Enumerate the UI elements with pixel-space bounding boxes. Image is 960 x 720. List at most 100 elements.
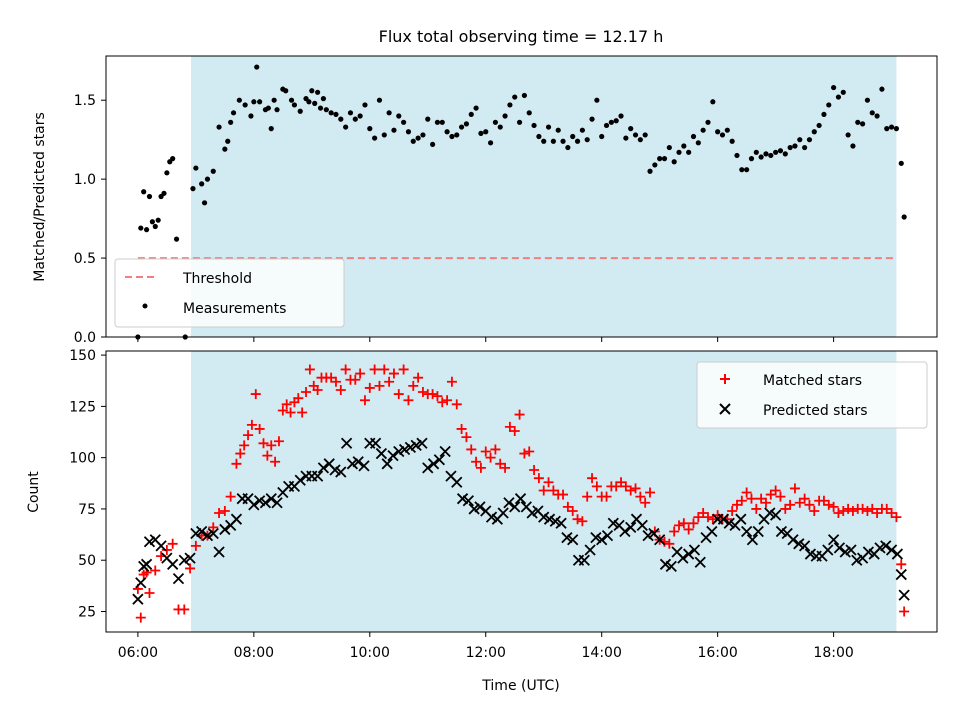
matched-legend-swatch: [720, 374, 730, 384]
matched-star-point: [471, 456, 482, 467]
top-y-axis-ticks: 0.0 0.5 1.0 1.5: [74, 93, 106, 346]
predicted-star-point: [654, 534, 666, 546]
predicted-star-point: [625, 521, 637, 534]
predicted-star-point: [584, 544, 596, 556]
predicted-star-point: [416, 437, 428, 449]
predicted-star-point: [503, 497, 515, 509]
measurement-point: [468, 111, 474, 118]
matched-star-point: [746, 493, 757, 504]
measurement-point: [570, 133, 576, 140]
measurement-point: [306, 99, 312, 105]
predicted-star-point: [184, 552, 196, 564]
bottom-y-tick-label: 125: [69, 399, 96, 415]
measurement-point: [507, 102, 513, 108]
matched-star-point: [485, 452, 496, 463]
measurement-point: [146, 193, 153, 200]
measurement-point: [628, 126, 634, 132]
measurement-point: [143, 227, 150, 233]
matched-star-point: [246, 419, 257, 430]
predicted-legend-swatch: [719, 403, 731, 415]
measurement-point: [724, 127, 730, 133]
matched-star-point: [500, 462, 511, 473]
measurement-point: [637, 137, 643, 143]
predicted-star-point: [895, 568, 907, 581]
predicted-star-point: [619, 525, 631, 538]
predicted-star-point: [677, 552, 689, 564]
measurement-point: [271, 97, 277, 103]
measurement-point: [347, 110, 354, 116]
measurement-point: [315, 89, 321, 95]
predicted-star-point: [140, 558, 153, 570]
matched-star-point: [359, 395, 370, 406]
top-y-tick-label: 1.5: [74, 93, 96, 109]
measurement-point: [821, 111, 827, 118]
matched-star-point: [809, 505, 820, 516]
matched-star-point: [567, 505, 578, 516]
matched-star-point: [258, 438, 269, 449]
predicted-star-point: [375, 447, 388, 460]
matched-star-point: [190, 540, 201, 551]
matched-star-point: [144, 588, 155, 599]
measurement-point: [149, 219, 155, 225]
measurement-point: [879, 86, 885, 92]
measurement-point: [391, 127, 397, 133]
predicted-star-point: [155, 540, 167, 552]
bottom-y-tick-label: 100: [69, 451, 96, 467]
matched-star-point: [669, 526, 680, 537]
measurement-point: [173, 236, 180, 242]
measurement-point: [888, 124, 895, 130]
matched-star-point: [727, 505, 738, 516]
measurement-point: [401, 119, 407, 125]
predicted-star-point: [509, 501, 521, 513]
measurement-point: [874, 113, 880, 119]
predicted-star-point: [514, 493, 527, 505]
measurement-point: [297, 108, 303, 114]
matched-star-point: [480, 446, 491, 457]
measurement-point: [372, 135, 378, 141]
predicted-star-point: [317, 462, 330, 474]
matched-star-point: [262, 450, 273, 461]
matched-star-point: [490, 444, 501, 455]
measurement-point: [579, 127, 585, 133]
measurement-point: [225, 138, 231, 144]
top-x-axis-ticks: [137, 337, 835, 342]
matched-star-point: [838, 505, 849, 516]
measurement-point: [555, 127, 561, 133]
measurement-point: [248, 113, 254, 119]
matched-star-point: [461, 432, 472, 443]
measurement-point: [291, 102, 298, 108]
matched-star-point: [442, 395, 453, 406]
measurement-point: [357, 113, 363, 119]
measurement-point: [618, 113, 624, 119]
measurement-point: [671, 159, 677, 165]
measurement-point: [850, 143, 856, 149]
measurement-point: [288, 97, 295, 103]
measurement-point: [320, 96, 327, 102]
top-y-axis-label: Matched/Predicted stars: [32, 112, 48, 282]
measurement-point: [251, 99, 257, 105]
top-legend-box: [114, 258, 345, 328]
measurement-point: [642, 132, 648, 138]
measurement-point: [686, 149, 692, 155]
measurement-point: [274, 107, 280, 113]
matched-star-point: [591, 481, 602, 492]
matched-star-point: [214, 508, 225, 519]
matched-star-point: [891, 512, 902, 523]
matched-star-point: [239, 440, 250, 451]
measurement-point: [381, 132, 387, 138]
measurement-point: [676, 149, 682, 155]
measurement-point: [589, 116, 595, 122]
predicted-star-point: [891, 548, 904, 560]
matched-star-point: [135, 612, 146, 623]
matched-star-point: [558, 489, 569, 500]
matched-star-point: [572, 514, 583, 525]
measurement-point: [729, 138, 735, 144]
matched-star-point: [475, 462, 486, 473]
predicted-star-point: [636, 519, 648, 531]
bottom-x-tick-label: 06:00: [118, 645, 158, 661]
predicted-star-point: [196, 525, 208, 538]
matched-star-point: [281, 399, 292, 410]
measurement-point: [405, 129, 412, 135]
measurement-point: [565, 144, 571, 151]
predicted-star-point: [294, 474, 306, 486]
